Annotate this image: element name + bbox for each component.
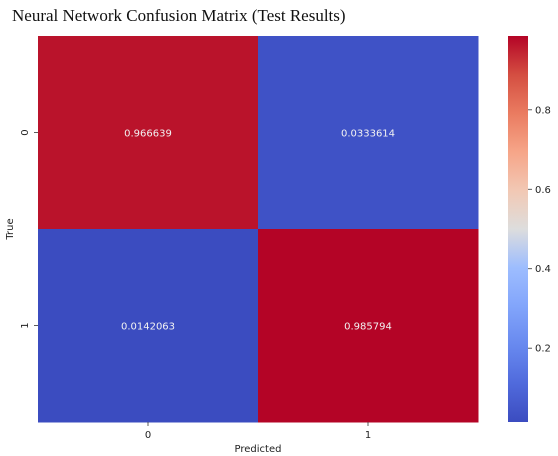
heatmap-cell-label: 0.0333614 — [341, 129, 395, 140]
heatmap-cell — [258, 229, 479, 423]
y-tick-label: 1 — [20, 322, 31, 328]
y-axis-ticks: 01 — [20, 129, 38, 329]
heatmap-cell-label: 0.966639 — [124, 129, 172, 140]
colorbar — [508, 36, 528, 422]
colorbar-tick-label: 0.8 — [535, 105, 551, 116]
heatmap-cell-labels: 0.966639 0.0333614 0.0142063 0.985794 — [121, 129, 395, 333]
heatmap-cell — [258, 36, 479, 230]
colorbar-ticks: 0.2 0.4 0.6 0.8 — [528, 105, 551, 355]
colorbar-tick-label: 0.4 — [535, 264, 551, 275]
heatmap-cell — [38, 229, 259, 423]
x-tick-label: 0 — [145, 430, 151, 441]
heatmap-cell-label: 0.0142063 — [121, 322, 175, 333]
x-axis-label: Predicted — [235, 444, 282, 455]
heatmap-cell — [38, 36, 259, 230]
y-axis-label: True — [5, 218, 16, 240]
y-tick-label: 0 — [20, 129, 31, 135]
colorbar-tick-label: 0.2 — [535, 344, 551, 355]
heatmap-cells — [38, 36, 479, 423]
chart-title: Neural Network Confusion Matrix (Test Re… — [12, 6, 346, 25]
x-tick-label: 1 — [365, 430, 371, 441]
heatmap-cell-label: 0.985794 — [344, 322, 392, 333]
colorbar-tick-label: 0.6 — [535, 185, 551, 196]
